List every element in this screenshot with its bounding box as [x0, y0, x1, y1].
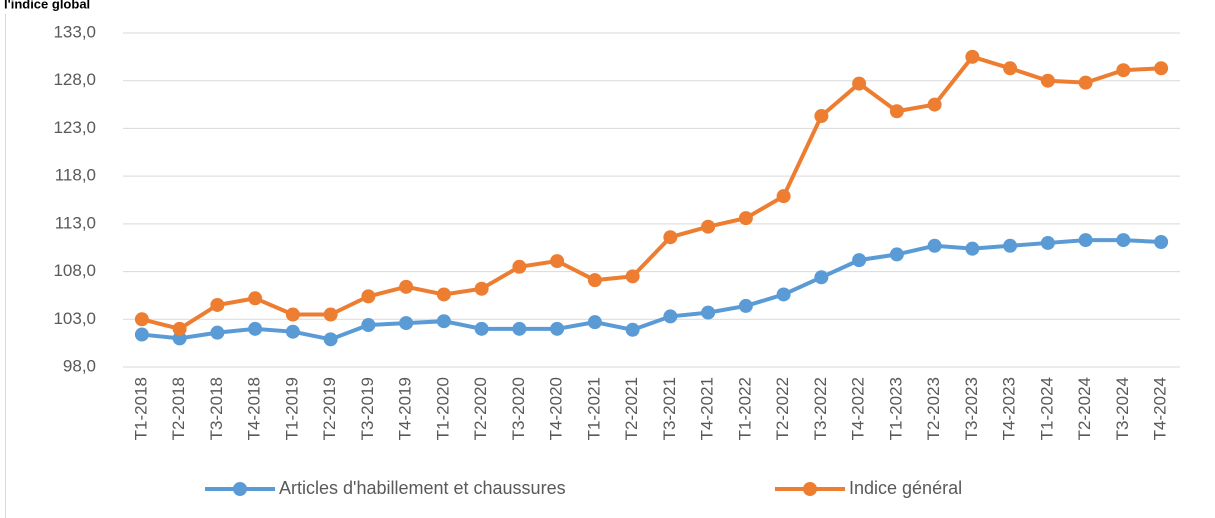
series-point [134, 327, 149, 342]
chart-title: l'indice global [4, 0, 90, 11]
series-point [1040, 73, 1055, 88]
series-point [663, 230, 678, 245]
y-tick-label: 118,0 [55, 166, 96, 185]
x-tick-label: T2-2022 [773, 377, 792, 440]
x-tick-label: T2-2019 [320, 377, 339, 440]
series-point [889, 104, 904, 119]
y-tick-label: 133,0 [53, 22, 96, 41]
series-point [1154, 234, 1169, 249]
series-point [663, 309, 678, 324]
x-tick-label: T1-2019 [282, 377, 301, 440]
series-point [399, 279, 414, 294]
series-point [248, 291, 263, 306]
x-tick-label: T1-2020 [433, 377, 452, 440]
series-point [323, 307, 338, 322]
x-tick-label: T4-2020 [547, 377, 566, 440]
x-tick-label: T2-2021 [622, 377, 641, 440]
x-tick-label: T1-2021 [584, 377, 603, 440]
x-tick-label: T4-2018 [245, 377, 264, 440]
series-point [512, 321, 527, 336]
series-point [738, 211, 753, 226]
x-tick-label: T2-2020 [471, 377, 490, 440]
series-point [587, 315, 602, 330]
series-point [474, 321, 489, 336]
x-tick-label: T3-2019 [358, 377, 377, 440]
series-point [701, 305, 716, 320]
x-tick-label: T4-2024 [1151, 377, 1170, 440]
series-point [965, 241, 980, 256]
series-point [814, 270, 829, 285]
series-point [248, 321, 263, 336]
series-point [1078, 233, 1093, 248]
y-tick-label: 103,0 [53, 309, 96, 328]
series-line [141, 238, 1162, 342]
x-tick-label: T4-2021 [698, 377, 717, 440]
series-point [625, 322, 640, 337]
series-point [474, 281, 489, 296]
series-point [399, 316, 414, 331]
series-point [776, 189, 791, 204]
series-point [927, 97, 942, 112]
series-point [814, 109, 829, 124]
series-point [701, 219, 716, 234]
x-tick-label: T4-2022 [849, 377, 868, 440]
series-point [550, 254, 565, 269]
series-point [1003, 61, 1018, 76]
series-point [927, 238, 942, 253]
series-point [1003, 238, 1018, 253]
series-point [625, 269, 640, 284]
series-point [436, 287, 451, 302]
series-point [512, 259, 527, 274]
x-tick-label: T3-2023 [962, 377, 981, 440]
x-tick-label: T1-2023 [886, 377, 905, 440]
series-point [285, 307, 300, 322]
y-tick-label: 113,0 [55, 213, 96, 232]
legend-label: Articles d'habillement et chaussures [279, 478, 566, 498]
series-point [550, 321, 565, 336]
series-point [1116, 63, 1131, 78]
series-line [141, 54, 1162, 331]
series-point [323, 332, 338, 347]
series-point [134, 312, 149, 327]
series-point [361, 318, 376, 333]
legend-marker [803, 482, 817, 496]
series-point [889, 247, 904, 262]
y-tick-label: 123,0 [53, 118, 96, 137]
legend-label: Indice général [849, 478, 962, 498]
y-tick-label: 108,0 [53, 261, 96, 280]
legend-marker [233, 482, 247, 496]
x-tick-label: T4-2023 [1000, 377, 1019, 440]
series-point [361, 289, 376, 304]
x-tick-label: T2-2024 [1075, 377, 1094, 440]
series-point [436, 314, 451, 329]
series-point [776, 287, 791, 302]
x-tick-label: T1-2018 [131, 377, 150, 440]
series-point [738, 298, 753, 313]
series-point [1154, 61, 1169, 76]
series-point [587, 273, 602, 288]
series-point [852, 76, 867, 91]
series-point [965, 49, 980, 64]
x-tick-label: T3-2018 [207, 377, 226, 440]
series-point [210, 325, 225, 340]
x-tick-label: T2-2018 [169, 377, 188, 440]
x-tick-label: T4-2019 [396, 377, 415, 440]
x-tick-label: T3-2024 [1113, 377, 1132, 440]
series-point [210, 297, 225, 312]
x-tick-label: T3-2021 [660, 377, 679, 440]
x-tick-label: T3-2020 [509, 377, 528, 440]
x-tick-label: T1-2024 [1037, 377, 1056, 440]
series-point [172, 321, 187, 336]
series-point [1116, 233, 1131, 248]
series-point [285, 324, 300, 339]
x-tick-label: T3-2022 [811, 377, 830, 440]
series-point [852, 253, 867, 268]
y-tick-label: 128,0 [53, 70, 96, 89]
series-point [1040, 235, 1055, 250]
x-tick-label: T1-2022 [735, 377, 754, 440]
x-tick-label: T2-2023 [924, 377, 943, 440]
y-tick-label: 98,0 [63, 356, 96, 375]
series-point [1078, 75, 1093, 90]
